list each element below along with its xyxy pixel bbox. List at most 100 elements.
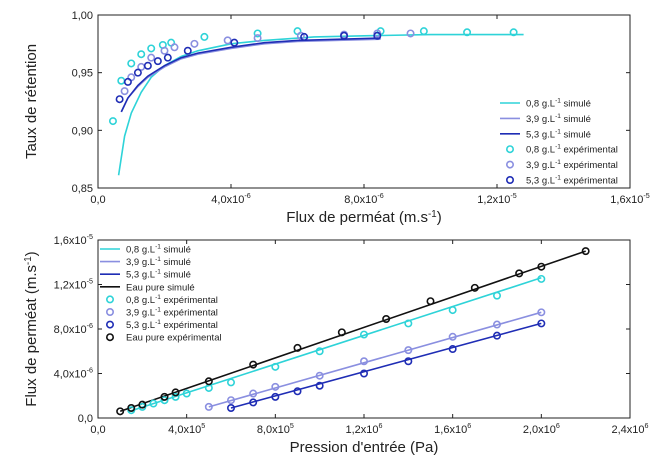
y-tick-label: 0,90: [72, 125, 93, 137]
data-point: [404, 357, 413, 366]
series-line: [131, 277, 542, 412]
legend-marker-swatch: [505, 176, 514, 185]
label-superscript: -5: [87, 233, 93, 241]
data-point: [359, 330, 368, 339]
legend-label-name: Eau pure expérimental: [126, 333, 222, 344]
label-text: 4,0x10: [54, 369, 87, 381]
x-tick-label: 8,0x105: [257, 422, 294, 436]
series-line: [120, 37, 381, 113]
label-text: 8,0x10: [257, 424, 290, 436]
data-point: [204, 377, 213, 386]
legend-label-name: 0,8 g.L: [526, 99, 555, 110]
label-superscript: 6: [467, 422, 471, 430]
data-point: [271, 392, 280, 401]
legend-label: Eau pure simulé: [126, 282, 195, 293]
series-points: [227, 319, 546, 412]
data-point: [359, 357, 368, 366]
legend-label: 0,8 g.L-1 simulé: [526, 98, 591, 110]
data-point: [300, 32, 309, 41]
legend-label-suffix: expérimental: [161, 308, 218, 319]
legend-label-suffix: expérimental: [561, 160, 618, 171]
data-point: [108, 117, 117, 126]
data-point: [117, 76, 126, 85]
data-point: [315, 381, 324, 390]
label-superscript: -5: [510, 192, 516, 200]
data-point: [204, 402, 213, 411]
legend-label-sup: -1: [555, 175, 561, 182]
x-tick-label: 4,0x105: [168, 422, 205, 436]
data-point: [115, 95, 124, 104]
series-line: [117, 33, 524, 176]
label-text: 8,0x10: [344, 194, 377, 206]
data-point: [315, 347, 324, 356]
data-point: [163, 53, 172, 62]
x-axis-label: Flux de perméat (m.s-1): [286, 209, 441, 226]
data-point: [426, 297, 435, 306]
data-point: [406, 29, 415, 38]
legend-label-suffix: simulé: [561, 114, 591, 125]
legend-label-suffix: expérimental: [561, 176, 618, 187]
data-point: [227, 403, 236, 412]
data-point: [253, 34, 262, 43]
legend-marker-swatch: [106, 320, 115, 329]
legend-marker-swatch: [106, 295, 115, 304]
data-point: [293, 387, 302, 396]
series-points: [108, 27, 518, 126]
data-point: [249, 389, 258, 398]
label-superscript: -5: [87, 278, 93, 286]
label-text: 1,6x10: [54, 235, 87, 247]
label-text: 1,6x10: [434, 424, 467, 436]
legend-label: 0,8 g.L-1 expérimental: [526, 144, 618, 156]
legend-label-name: 3,9 g.L: [126, 257, 155, 268]
legend-label-name: 5,3 g.L: [526, 176, 555, 187]
x-tick-label: 2,4x106: [611, 422, 648, 436]
data-point: [133, 68, 142, 77]
y-tick-label: 8,0x10-6: [54, 322, 93, 336]
data-point: [171, 392, 180, 401]
label-text: 8,0x10: [54, 324, 87, 336]
legend-label-suffix: simulé: [561, 99, 591, 110]
y-tick-label: 0,85: [72, 183, 93, 195]
legend-label-sup: -1: [155, 294, 161, 301]
data-point: [537, 319, 546, 328]
label-text: Taux de rétention: [23, 44, 40, 159]
data-point: [171, 388, 180, 397]
label-text: 4,0x10: [211, 194, 244, 206]
label-text: 0,0: [78, 413, 93, 425]
y-tick-label: 0,95: [72, 68, 93, 80]
data-point: [373, 31, 382, 40]
label-text: Flux de perméat (m.s: [286, 209, 428, 226]
label-text: 4,0x10: [168, 424, 201, 436]
data-point: [120, 87, 129, 96]
series-line: [208, 311, 542, 408]
legend-label-sup: -1: [155, 269, 161, 276]
legend-label: 5,3 g.L-1 simulé: [526, 128, 591, 140]
legend-label-name: 5,3 g.L: [526, 129, 555, 140]
data-point: [382, 314, 391, 323]
legend-label: 5,3 g.L-1 simulé: [126, 269, 191, 281]
y-tick-label: 1,00: [72, 10, 93, 22]
data-point: [340, 31, 349, 40]
data-point: [492, 331, 501, 340]
data-point: [147, 44, 156, 53]
data-point: [249, 398, 258, 407]
data-point: [123, 77, 132, 86]
data-point: [183, 46, 192, 55]
label-text: 1,2x10: [345, 424, 378, 436]
legend-label: 3,9 g.L-1 expérimental: [126, 307, 218, 319]
chart-permeate-flux: 0,0 4,0x105 8,0x105 1,2x106 1,6x106 2,0x106 2,…: [23, 233, 649, 456]
legend-label: 3,9 g.L-1 expérimental: [526, 159, 618, 171]
label-text: 0,95: [72, 68, 93, 80]
data-point: [315, 371, 324, 380]
legend-label-sup: -1: [155, 244, 161, 251]
series-line: [120, 38, 381, 113]
data-point: [463, 28, 472, 37]
label-superscript: -6: [87, 367, 93, 375]
data-point: [271, 382, 280, 391]
label-superscript: 5: [201, 422, 205, 430]
series-line: [131, 277, 542, 412]
legend-label-sup: -1: [555, 128, 561, 135]
y-axis-label: Taux de rétention: [23, 44, 40, 159]
label-text: 1,00: [72, 10, 93, 22]
